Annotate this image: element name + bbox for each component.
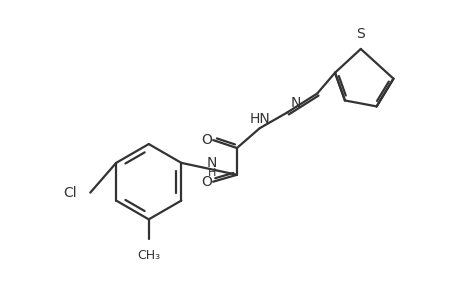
Text: H: H [207,168,216,178]
Text: S: S [356,27,364,41]
Text: O: O [200,133,211,147]
Text: O: O [200,175,211,189]
Text: CH₃: CH₃ [137,249,160,262]
Text: Cl: Cl [63,186,76,200]
Text: HN: HN [249,112,269,126]
Text: N: N [207,156,217,170]
Text: N: N [290,96,300,110]
